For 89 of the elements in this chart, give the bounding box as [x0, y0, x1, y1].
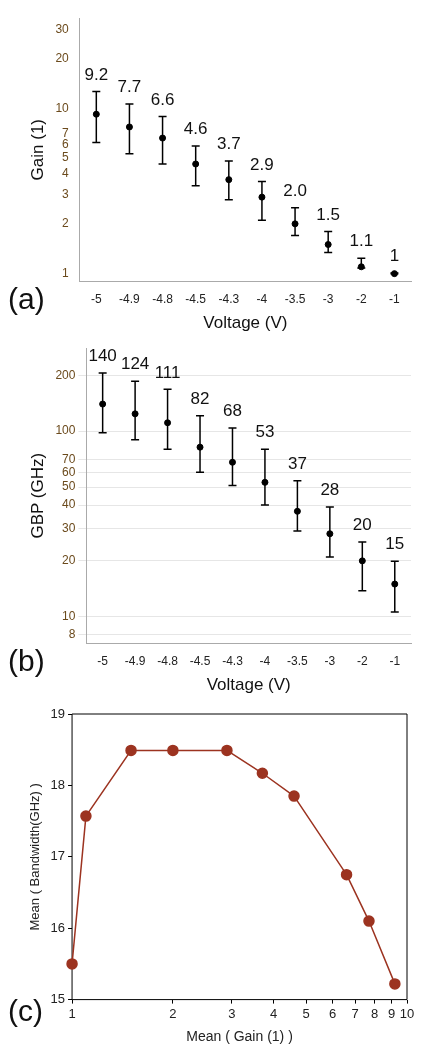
point	[228, 458, 236, 466]
x-tick-label: -3	[324, 653, 336, 668]
x-tick-label: -4.3	[222, 653, 244, 668]
x-tick-label: -2	[356, 653, 368, 668]
y-tick-label: 4	[62, 166, 70, 181]
x-tick-label: -4.8	[157, 653, 179, 668]
data-label: 2.9	[250, 154, 274, 174]
y-tick-label: 10	[62, 609, 76, 624]
y-tick-label: 60	[62, 464, 76, 479]
data-label: 37	[287, 454, 307, 474]
y-tick-label: 20	[62, 553, 76, 568]
data-label: 140	[88, 346, 117, 366]
y-tick-label: 50	[62, 479, 76, 494]
data-label: 82	[190, 389, 210, 408]
x-tick-label: -5	[97, 653, 109, 668]
data-label: 4.6	[183, 119, 208, 139]
data-label: 53	[255, 422, 275, 442]
y-tick-label: 18	[50, 776, 66, 792]
x-tick-label: -1	[389, 653, 401, 668]
y-tick-label: 6	[62, 137, 70, 152]
y-tick-label: 3	[62, 187, 70, 202]
point	[99, 400, 107, 408]
x-tick-label: -3.5	[287, 653, 309, 668]
x-tick-label: 6	[329, 1005, 337, 1021]
x-tick-label: 2	[169, 1005, 177, 1021]
x-tick-label: -3.5	[284, 291, 306, 306]
x-tick-label: -4.5	[189, 653, 211, 668]
y-tick-label: 40	[62, 497, 76, 512]
y-axis-title: Mean ( Bandwidth(GHz) )	[27, 783, 43, 931]
x-tick-label: 9	[388, 1005, 396, 1021]
data-label: 7.7	[117, 77, 142, 97]
data-label: 9.2	[84, 64, 109, 84]
point	[164, 419, 172, 427]
point	[92, 110, 100, 118]
data-label: 1.1	[349, 231, 374, 251]
point	[192, 160, 200, 168]
y-tick-label: 17	[50, 848, 66, 864]
y-tick-label: 30	[62, 520, 76, 535]
x-axis-title: Mean ( Gain (1) )	[186, 1028, 293, 1045]
data-label: 28	[320, 480, 340, 500]
x-tick-label: -4.8	[152, 291, 174, 306]
y-tick-label: 10	[55, 100, 70, 115]
y-tick-label: 70	[62, 452, 76, 467]
x-tick-label: -4	[259, 653, 271, 668]
x-axis-title: Voltage (V)	[206, 675, 291, 695]
y-axis-title: GBP (GHz)	[27, 452, 47, 539]
x-tick-label: -4.3	[218, 291, 240, 306]
data-label: 15	[385, 534, 405, 554]
text: (b)	[8, 644, 45, 678]
y-tick-label: 5	[62, 150, 70, 165]
data-label: 6.6	[150, 89, 175, 109]
y-tick-label: 19	[50, 705, 66, 721]
y-tick-label: 20	[55, 50, 70, 65]
x-tick-label: -4.9	[124, 653, 146, 668]
y-axis-title: Gain (1)	[27, 118, 47, 181]
x-tick-label: -1	[389, 291, 401, 306]
data-label: 3.7	[216, 134, 241, 154]
x-tick-label: 5	[302, 1005, 310, 1021]
x-tick-label: -3	[322, 291, 334, 306]
data-label: 124	[120, 354, 150, 374]
data-label: 20	[352, 515, 372, 535]
data-label: 1.5	[316, 204, 341, 224]
data-label: 111	[154, 362, 181, 382]
y-tick-label: 8	[68, 627, 76, 642]
y-tick-label: 15	[50, 991, 66, 1007]
x-tick-label: -5	[90, 291, 102, 306]
point	[293, 507, 301, 515]
y-tick-label: 200	[55, 367, 76, 382]
text: (c)	[8, 994, 43, 1028]
x-tick-label: 4	[270, 1005, 278, 1021]
x-tick-label: -4.5	[185, 291, 207, 306]
x-tick-label: 3	[228, 1005, 236, 1021]
x-tick-label: 10	[399, 1005, 415, 1021]
text: (a)	[8, 282, 45, 316]
x-tick-label: -4.9	[119, 291, 141, 306]
x-tick-label: 8	[370, 1005, 379, 1021]
point	[358, 557, 366, 565]
y-tick-label: 1	[62, 265, 70, 280]
y-tick-label: 16	[50, 919, 66, 935]
y-tick-label: 30	[55, 21, 70, 36]
data-label: 68	[223, 401, 242, 421]
data-label: 2.0	[283, 180, 307, 200]
y-tick-label: 2	[62, 216, 70, 231]
x-tick-label: 7	[351, 1005, 359, 1021]
x-axis-title: Voltage (V)	[203, 313, 288, 333]
y-tick-label: 100	[55, 423, 76, 438]
x-tick-label: -2	[355, 291, 367, 306]
x-tick-label: -4	[256, 291, 268, 306]
data-label: 1	[389, 246, 400, 266]
